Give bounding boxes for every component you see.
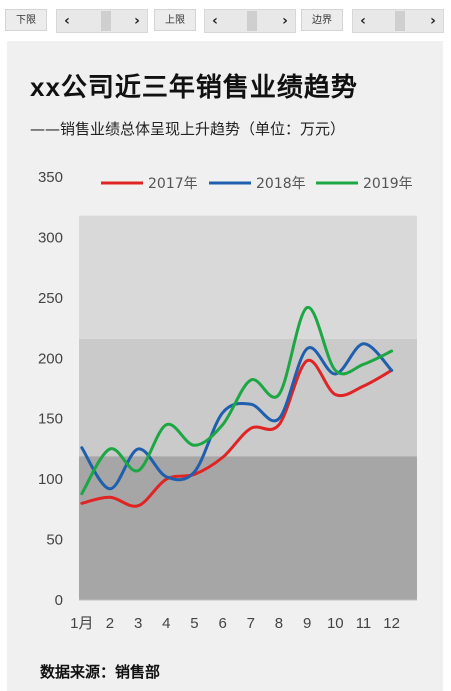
band-2 <box>79 215 417 339</box>
upper-limit-scrollbar[interactable]: ‹ › <box>204 9 296 33</box>
x-tick-label: 2 <box>106 615 114 632</box>
y-tick-label: 250 <box>38 290 63 307</box>
chart-controls: 下限 ‹ › 上限 ‹ › 边界 ‹ › <box>0 0 451 40</box>
x-tick-label: 3 <box>134 615 142 632</box>
lower-limit-scrollbar[interactable]: ‹ › <box>56 9 148 33</box>
band-1 <box>79 338 417 457</box>
chevron-left-icon[interactable]: ‹ <box>212 13 218 29</box>
legend-label: 2019年 <box>363 176 413 192</box>
chevron-left-icon[interactable]: ‹ <box>64 13 70 29</box>
y-tick-label: 0 <box>55 592 63 609</box>
y-tick-label: 300 <box>38 229 63 246</box>
x-tick-label: 11 <box>356 615 372 632</box>
chevron-left-icon[interactable]: ‹ <box>360 13 366 29</box>
x-tick-label: 6 <box>218 615 226 632</box>
x-tick-label: 7 <box>247 615 255 632</box>
chart-title: xx公司近三年销售业绩趋势 <box>30 72 358 102</box>
series-line-2 <box>80 342 394 491</box>
x-tick-label: 10 <box>327 615 344 632</box>
series-line-1 <box>80 359 394 508</box>
data-source: 数据来源：销售部 <box>40 663 161 681</box>
border-scrollbar[interactable]: ‹ › <box>352 9 444 33</box>
legend-label: 2018年 <box>256 176 306 192</box>
chevron-right-icon[interactable]: › <box>134 13 140 29</box>
y-tick-label: 100 <box>38 471 63 488</box>
lower-limit-label: 下限 <box>5 9 47 31</box>
y-tick-label: 350 <box>38 169 63 186</box>
x-tick-label: 9 <box>303 615 311 632</box>
y-tick-label: 150 <box>38 411 63 428</box>
scroll-thumb[interactable] <box>247 11 257 31</box>
scroll-thumb[interactable] <box>101 11 111 31</box>
y-tick-label: 200 <box>38 350 63 367</box>
x-tick-label: 8 <box>275 615 283 632</box>
upper-limit-label: 上限 <box>154 9 196 31</box>
band-0 <box>79 456 417 600</box>
y-tick-label: 50 <box>46 532 63 549</box>
x-tick-label: 5 <box>190 615 198 632</box>
x-tick-label: 4 <box>162 615 170 632</box>
chart-subtitle: ——销售业绩总体呈现上升趋势（单位：万元） <box>30 120 346 138</box>
legend-label: 2017年 <box>148 176 198 192</box>
x-tick-label: 12 <box>383 615 400 632</box>
border-label: 边界 <box>301 9 343 31</box>
chevron-right-icon[interactable]: › <box>282 13 288 29</box>
scroll-thumb[interactable] <box>395 11 405 31</box>
chevron-right-icon[interactable]: › <box>430 13 436 29</box>
x-tick-label: 1月 <box>70 615 93 632</box>
series-line-3 <box>80 306 394 496</box>
